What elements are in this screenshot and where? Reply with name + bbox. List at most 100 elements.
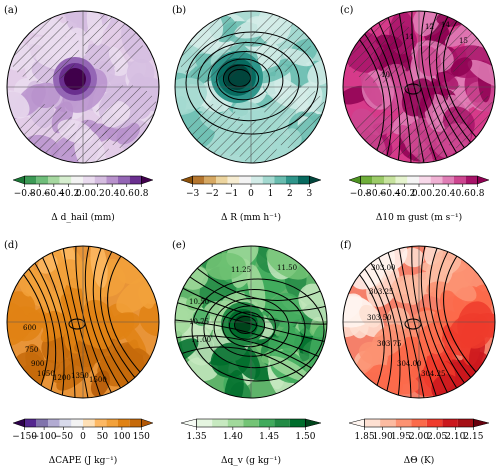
colorbar-tick-label: 1.90 [373,432,393,442]
contour-line [385,246,425,398]
contour-label: 900 [31,360,44,368]
colorbar-tick-label: −0.6 [364,189,386,199]
contour-line [84,246,128,398]
fill-patch [56,353,96,391]
colorbar-tick-label: 1.85 [355,432,375,442]
colorbar-segment [94,419,107,427]
composite-disk: 10 11 12 14 15 [342,10,496,164]
fill-patch [269,292,303,328]
fill-patch [432,248,462,275]
colorbar-segment [227,176,240,184]
disk-outline [342,10,496,164]
contour-line [197,42,300,122]
colorbar-segment [216,176,228,184]
fill-patch [77,322,105,344]
colorbar-segment [192,176,205,184]
contour-line [207,51,284,110]
colorbar-segment [372,176,384,184]
fill-patch [90,246,108,288]
significance-hatch [20,104,76,160]
contour-line [49,246,89,398]
colorbar-tick-label: 0.8 [470,189,485,199]
panel-f: (f) 303.00 303.25 303.50 303.75 304.00 304.25… [340,240,496,466]
colorbar-segment [129,419,142,427]
colorbar-segment [106,176,118,184]
panel-letter: (f) [340,240,352,251]
contour-label: 11.00 [191,336,211,344]
fill-patch [371,324,407,357]
colorbar-tick-label: −2 [205,189,218,199]
colorbar-segment [274,419,290,427]
contour-label: 1200 [53,374,71,382]
colorbar-label: Δ R (mm h⁻¹) [221,212,281,223]
colorbar-tick-label: 100 [113,432,130,442]
panel-letter: (e) [172,240,186,251]
colorbar-tick-label: 1 [268,189,274,199]
contour-line [222,64,260,93]
contour-label: 10.75 [189,318,209,326]
contour-line [36,246,76,398]
contour-line [68,318,86,330]
contour-line [203,289,306,369]
composite-disk: 10.50 10.75 11.00 11.25 11.50 [174,245,328,399]
contour-line [228,311,266,340]
panel-c: (c) 10 11 12 14 15 −0.8−0.6−0.4−0.20.0 0.2 0.4… [340,5,496,223]
fill-patch [192,308,210,326]
contour-line [372,246,412,398]
colorbar-tick-label: −100 [32,432,57,442]
colorbar: −150−100−50 0 50 100 150 [12,418,154,442]
colorbar-segment [48,419,60,427]
colorbar-segment [348,175,361,185]
fill-patch [7,302,28,341]
fill-patch [31,82,61,109]
contour-line [385,11,425,163]
contour-label: 15 [459,37,468,45]
colorbar-label: Δ d_hail (mm) [51,212,115,223]
colorbar-tick-label: 2.15 [463,432,483,442]
colorbar-segment [309,175,322,185]
colorbar-segment [457,419,474,427]
colorbar-tick-label: −150 [12,432,37,442]
contour-line [420,11,464,163]
colorbar-segment [477,175,490,185]
contour-label: 1350 [71,372,89,380]
colorbar-segment [141,175,154,185]
panel-letter: (c) [340,5,354,16]
colorbar-tick-label: 0.8 [134,189,149,199]
colorbar: 1.35 1.40 1.45 1.50 [180,418,322,442]
fill-patch [138,300,159,337]
fill-patch [210,342,251,378]
colorbar-segment [305,418,322,428]
fill-patch [7,90,30,119]
colorbar-segment [419,176,431,184]
fill-patch [375,246,408,271]
colorbar-segment [36,419,48,427]
colorbar-tick-label: 0.2 [90,189,104,199]
contour-label: 750 [25,346,38,354]
colorbar-segment [12,175,25,185]
colorbar: −3 −2 −1 0 1 2 3 [180,175,322,199]
composite-disk [174,10,328,164]
colorbar-segment [59,176,72,184]
disk-outline [6,10,160,164]
contour-line [428,11,477,163]
composite-disk [6,10,160,164]
colorbar-segment [262,176,275,184]
colorbar-tick-label: 0.0 [76,189,91,199]
panel-b: (b) −3 −2 −1 0 1 2 3 Δ R (mm h⁻¹) [172,5,328,223]
significance-hatch [251,12,311,72]
colorbar-segment [106,419,118,427]
colorbar-tick-label: 2.05 [427,432,447,442]
contour-label: 11.25 [231,266,251,274]
fill-patch [360,72,383,107]
contour-label: 10.50 [189,298,209,306]
colorbar-segment [227,419,244,427]
colorbar-segment [83,419,95,427]
colorbar-segment [180,175,193,185]
colorbar-segment [212,419,228,427]
colorbar-segment [180,418,197,428]
panel-letter: (b) [172,5,186,16]
contour-line [420,246,464,398]
contour-label: 12 [425,23,434,31]
